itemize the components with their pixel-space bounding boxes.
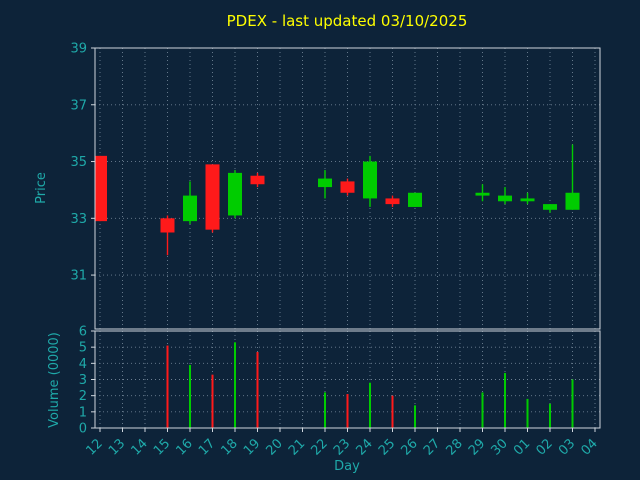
- x-tick-label: 22: [309, 436, 331, 458]
- candle-body: [205, 164, 220, 230]
- x-tick-label: 14: [129, 436, 151, 458]
- candle-body: [385, 198, 400, 205]
- x-tick-label: 25: [376, 436, 398, 458]
- price-tick-label: 35: [70, 155, 87, 170]
- x-tick-label: 17: [196, 436, 218, 458]
- x-tick-label: 03: [556, 436, 578, 458]
- candle-body: [340, 181, 355, 193]
- x-tick-label: 01: [511, 436, 533, 458]
- x-tick-label: 15: [151, 436, 173, 458]
- volume-axis-label: Volume (0000): [47, 332, 62, 428]
- price-tick-label: 37: [70, 98, 87, 113]
- x-tick-label: 28: [444, 436, 466, 458]
- candle-body: [250, 175, 265, 185]
- x-tick-label: 13: [106, 436, 128, 458]
- candle-body: [318, 178, 332, 188]
- candle-body: [160, 218, 175, 233]
- x-tick-label: 18: [219, 436, 241, 458]
- volume-tick-label: 6: [79, 325, 87, 340]
- x-axis-label: Day: [334, 459, 360, 474]
- x-tick-label: 29: [466, 436, 488, 458]
- price-tick-label: 31: [70, 269, 87, 284]
- candle-body: [498, 195, 512, 202]
- tick-marks: [91, 47, 596, 432]
- candle-body: [520, 198, 535, 202]
- volume-tick-label: 5: [79, 341, 87, 356]
- x-tick-label: 24: [354, 436, 376, 458]
- x-tick-label: 27: [421, 436, 443, 458]
- candle-body: [95, 155, 107, 222]
- volume-tick-label: 3: [79, 373, 87, 388]
- volume-tick-label: 2: [79, 389, 87, 404]
- x-tick-label: 26: [399, 436, 421, 458]
- candle-body: [363, 161, 377, 199]
- price-tick-label: 33: [70, 212, 87, 227]
- x-tick-label: 20: [264, 436, 286, 458]
- candle-body: [543, 204, 557, 210]
- candle-body: [475, 192, 490, 196]
- candle-body: [408, 192, 422, 207]
- x-tick-label: 30: [489, 436, 511, 458]
- x-tick-label: 19: [241, 436, 263, 458]
- volume-tick-label: 4: [79, 357, 87, 372]
- x-tick-label: 21: [286, 436, 308, 458]
- volume-bars: [166, 342, 574, 428]
- price-axis-label: Price: [34, 172, 49, 204]
- candle-body: [183, 195, 197, 222]
- candles: [95, 144, 580, 256]
- candle-body: [565, 192, 580, 210]
- grid: [95, 47, 600, 429]
- volume-tick-label: 1: [79, 405, 87, 420]
- x-tick-label: 16: [174, 436, 196, 458]
- x-tick-label: 02: [534, 436, 556, 458]
- price-tick-label: 39: [70, 42, 87, 57]
- candle-body: [228, 172, 242, 216]
- x-tick-label: 23: [331, 436, 353, 458]
- chart-title: PDEX - last updated 03/10/2025: [227, 12, 468, 30]
- x-tick-label: 04: [579, 436, 601, 458]
- x-tick-label: 12: [84, 436, 106, 458]
- volume-tick-label: 0: [79, 422, 87, 437]
